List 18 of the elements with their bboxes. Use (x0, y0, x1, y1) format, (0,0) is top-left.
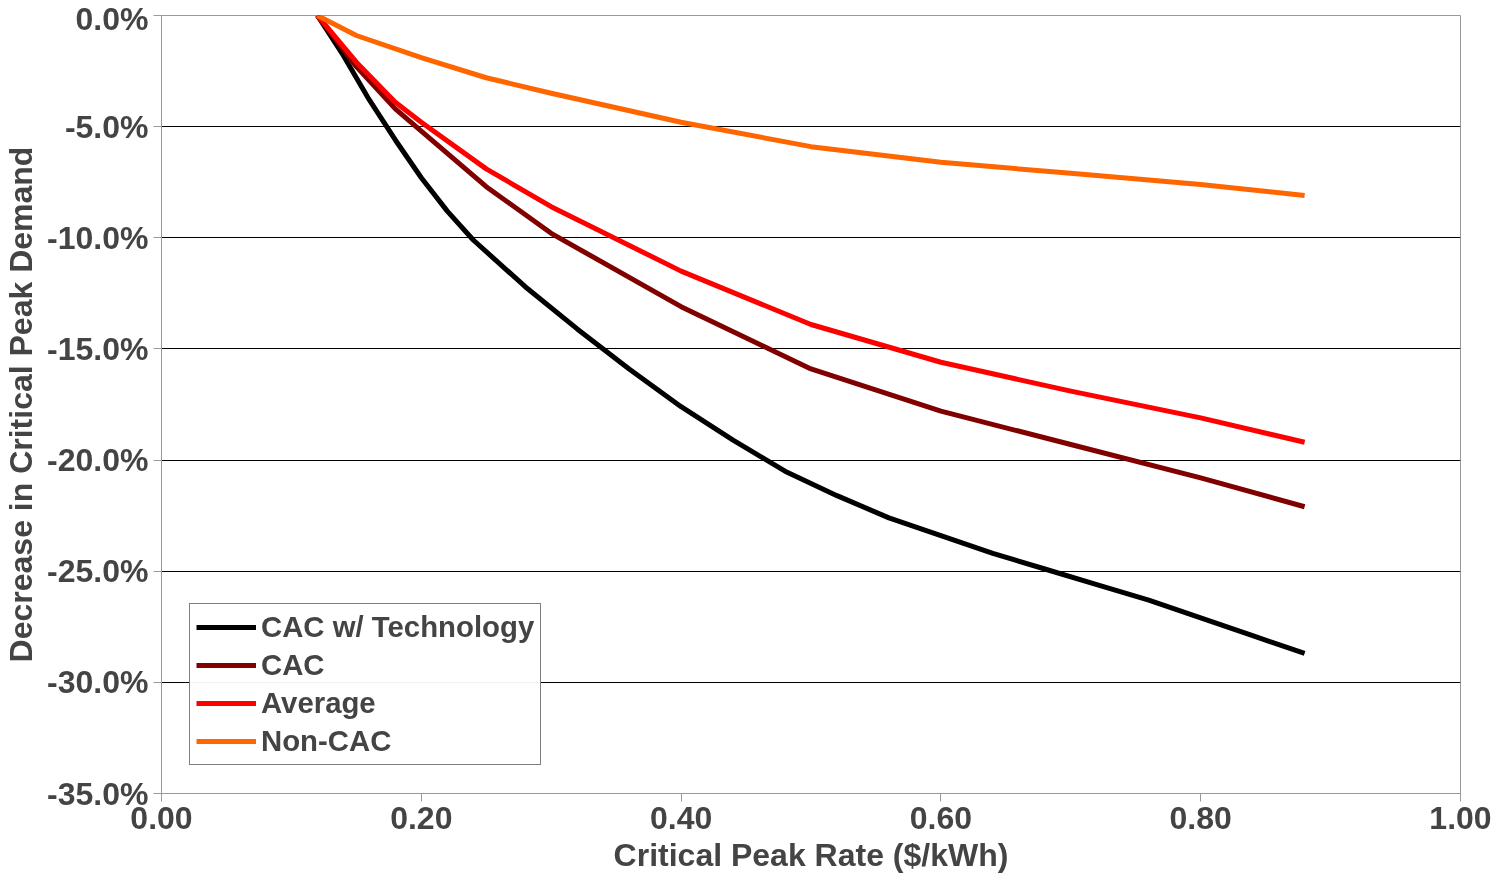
y-tick-label: -15.0% (47, 330, 149, 367)
legend-label: Average (261, 686, 376, 720)
x-tick-label: 1.00 (1429, 799, 1492, 836)
x-axis-title: Critical Peak Rate ($/kWh) (613, 836, 1009, 873)
legend-label: CAC w/ Technology (261, 610, 535, 644)
legend-label: Non-CAC (261, 724, 392, 758)
legend-label: CAC (261, 648, 325, 682)
x-tick-label: 0.40 (649, 799, 713, 836)
y-tick-label: 0.0% (75, 0, 149, 37)
y-tick-label: -20.0% (47, 442, 149, 479)
x-tick-label: 0.80 (1169, 799, 1232, 836)
y-tick-label: -30.0% (47, 664, 149, 701)
x-tick-label: 0.60 (909, 799, 973, 836)
y-tick-label: -10.0% (47, 219, 149, 256)
x-tick-label: 0.20 (390, 799, 453, 836)
y-axis-title: Decrease in Critical Peak Demand (3, 146, 40, 663)
y-tick-label: -5.0% (64, 108, 149, 145)
y-tick-label: -25.0% (47, 553, 149, 590)
